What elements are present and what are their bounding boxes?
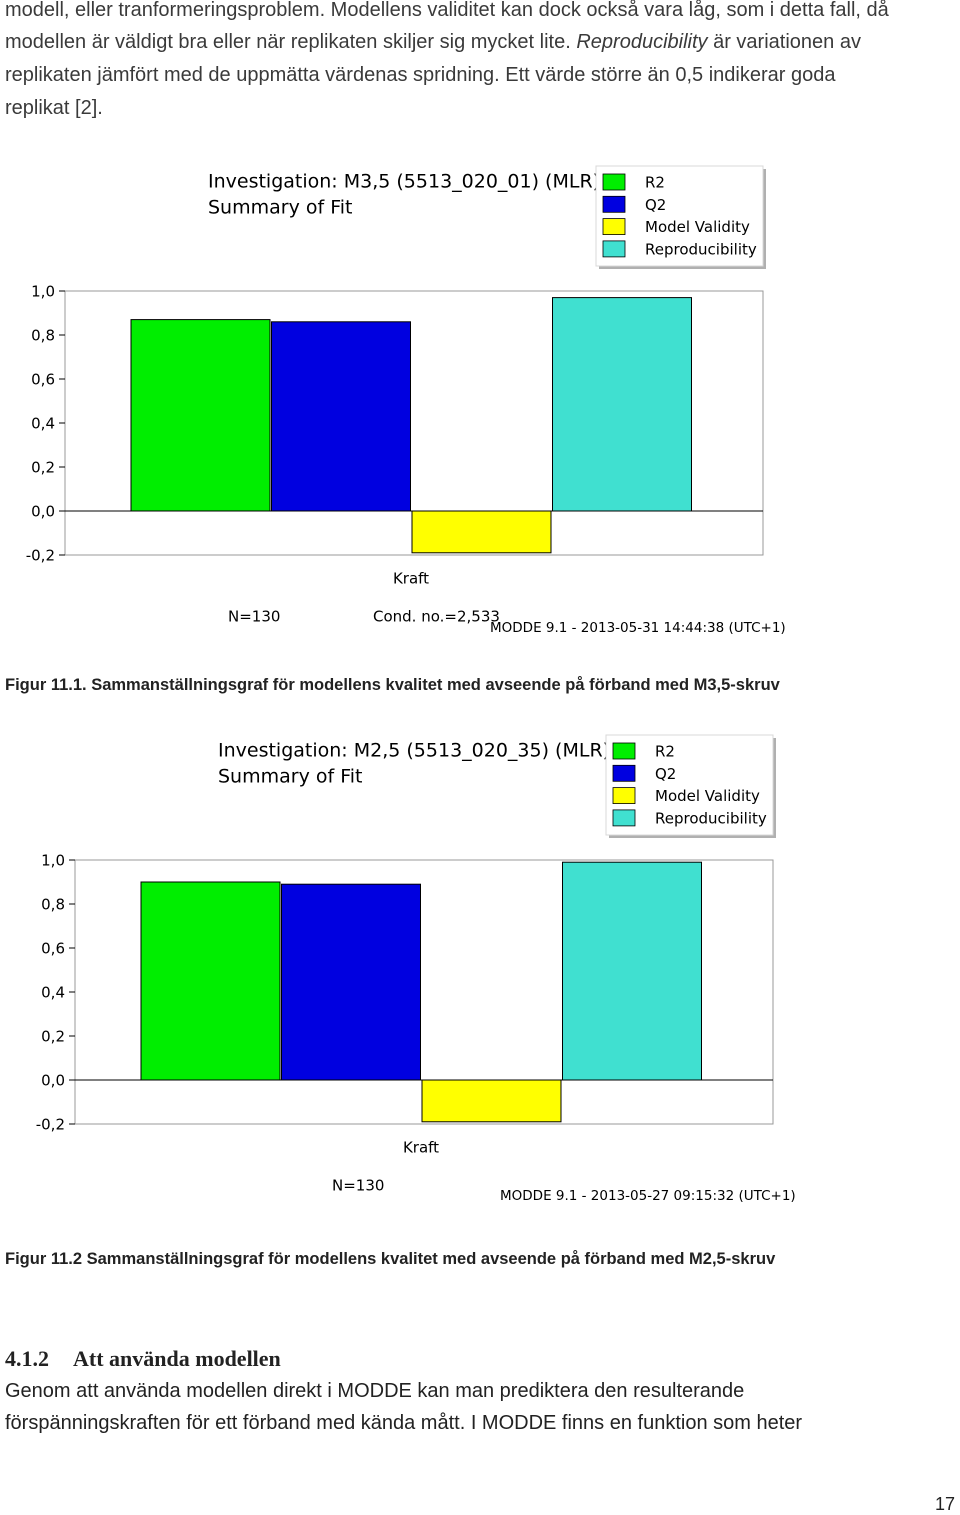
bar — [281, 883, 421, 1081]
legend-label: Reproducibility — [645, 240, 757, 258]
text-line: förspänningskraften för ett förband med … — [5, 1412, 803, 1434]
y-tick-label: 1,0 — [41, 852, 65, 870]
y-tick-label: 0,8 — [31, 327, 55, 345]
text-line: replikat [2]. — [5, 97, 103, 119]
text-run: är variationen av — [707, 31, 861, 53]
chart-title: Investigation: M2,5 (5513_020_35) (MLR) — [218, 740, 610, 762]
legend-swatch — [612, 809, 636, 827]
y-tick-label: 0,0 — [31, 503, 55, 521]
legend-label: Reproducibility — [655, 809, 767, 827]
legend-label: R2 — [645, 174, 665, 192]
x-tick-label: Kraft — [393, 570, 429, 588]
legend-swatch — [612, 787, 636, 804]
y-tick-label: 0,8 — [41, 896, 65, 914]
y-tick-label: 0,0 — [41, 1072, 65, 1090]
chart: Investigation: M2,5 (5513_020_35) (MLR) S… — [36, 734, 796, 1204]
text-run: modellen är väldigt bra eller när replik… — [5, 31, 577, 53]
bar — [411, 510, 552, 554]
legend-swatch — [602, 218, 626, 235]
y-tick-label: 1,0 — [31, 283, 55, 301]
y-tick-label: 0,2 — [41, 1028, 65, 1046]
y-tick-label: 0,6 — [31, 371, 55, 389]
legend-label: R2 — [655, 743, 675, 761]
italic-term: Reproducibility — [576, 31, 708, 53]
legend-swatch — [612, 764, 636, 782]
bar — [140, 881, 281, 1081]
page-number: 17 — [934, 1494, 955, 1514]
text-line: modell, eller tranformeringsproblem. Mod… — [5, 0, 889, 21]
legend-label: Q2 — [655, 765, 676, 783]
legend-swatch — [602, 240, 626, 258]
section-number: 4.1.2 — [5, 1346, 49, 1371]
legend-swatch — [602, 173, 626, 191]
legend-label: Model Validity — [645, 218, 750, 236]
y-tick-label: -0,2 — [26, 547, 55, 565]
annotation: N=130 — [228, 608, 280, 626]
text-line: replikaten jämfört med de uppmätta värde… — [5, 64, 836, 86]
legend-label: Model Validity — [655, 787, 760, 805]
annotation: N=130 — [332, 1177, 384, 1195]
legend-label: Q2 — [645, 196, 666, 214]
section-heading: 4.1.2 Att använda modellen — [5, 1346, 281, 1372]
legend-swatch — [612, 742, 636, 760]
chart-subtitle: Summary of Fit — [218, 766, 363, 788]
annotation: MODDE 9.1 - 2013-05-31 14:44:38 (UTC+1) — [490, 620, 786, 636]
x-tick-label: Kraft — [403, 1139, 439, 1157]
legend-swatch — [602, 195, 626, 213]
figure-caption: Figur 11.1. Sammanställningsgraf för mod… — [5, 676, 780, 694]
bar — [130, 319, 271, 512]
chart: Investigation: M3,5 (5513_020_01) (MLR) S… — [26, 165, 786, 636]
bar — [271, 321, 411, 512]
text-line: Genom att använda modellen direkt i MODD… — [5, 1380, 745, 1402]
y-tick-label: 0,6 — [41, 940, 65, 958]
figure-caption: Figur 11.2 Sammanställningsgraf för mode… — [5, 1250, 776, 1268]
text-line: modellen är väldigt bra eller när replik… — [5, 30, 861, 54]
y-tick-label: 0,2 — [31, 459, 55, 477]
annotation: Cond. no.=2,533 — [373, 608, 500, 626]
y-tick-label: 0,4 — [31, 415, 55, 433]
annotation: MODDE 9.1 - 2013-05-27 09:15:32 (UTC+1) — [500, 1188, 796, 1204]
bar — [421, 1079, 562, 1123]
section-title: Att använda modellen — [73, 1346, 281, 1371]
chart-subtitle: Summary of Fit — [208, 197, 353, 219]
bar — [562, 861, 702, 1081]
y-tick-label: -0,2 — [36, 1116, 65, 1134]
bar — [552, 297, 692, 512]
chart-title: Investigation: M3,5 (5513_020_01) (MLR) — [208, 171, 600, 193]
y-tick-label: 0,4 — [41, 984, 65, 1002]
